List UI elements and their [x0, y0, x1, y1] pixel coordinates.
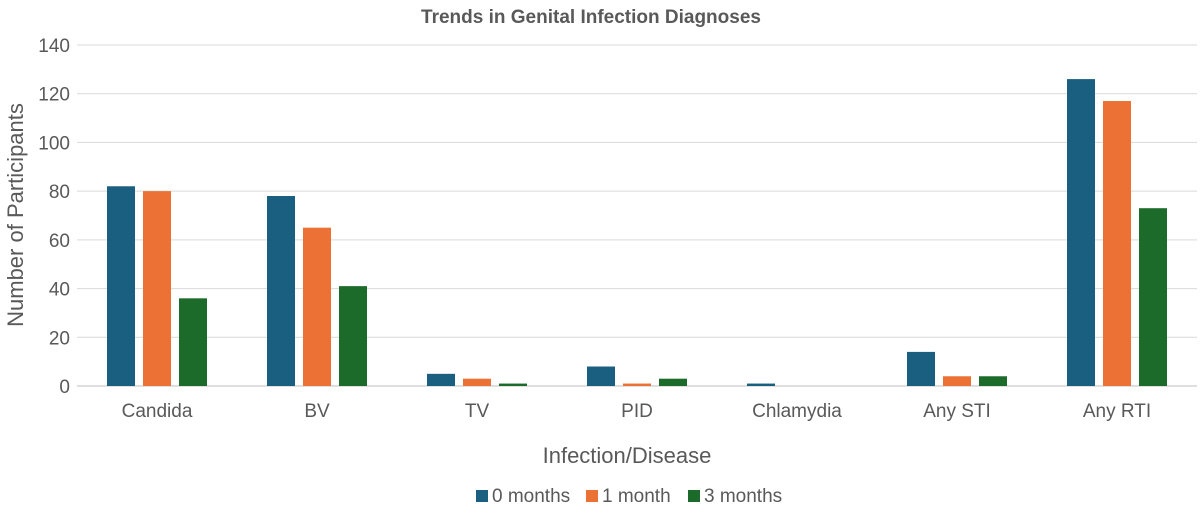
- bar: [427, 373, 455, 386]
- x-tick-label: PID: [621, 401, 653, 422]
- x-tick-label: Candida: [122, 401, 193, 422]
- x-axis-title: Infection/Disease: [543, 443, 712, 468]
- bar: [267, 196, 295, 386]
- bar: [943, 376, 971, 386]
- legend-swatch: [688, 490, 700, 502]
- x-tick-label: TV: [465, 401, 490, 422]
- y-tick-label: 120: [38, 85, 70, 106]
- bar: [303, 227, 331, 386]
- x-tick-label: Any RTI: [1083, 401, 1151, 422]
- x-tick-label: Chlamydia: [752, 401, 842, 422]
- x-axis-ticks: Candida BV TV PID Chlamydia Any STI Any RTI: [122, 401, 1152, 422]
- legend-swatch: [586, 490, 598, 502]
- x-tick-label: BV: [304, 401, 330, 422]
- bar: [179, 298, 207, 386]
- bars: [107, 79, 1167, 387]
- bar: [1103, 101, 1131, 387]
- legend-label: 0 months: [492, 486, 570, 507]
- legend-swatch: [476, 490, 488, 502]
- y-tick-label: 40: [49, 280, 70, 301]
- bar: [747, 383, 775, 386]
- bar: [499, 383, 527, 386]
- y-tick-label: 80: [49, 182, 70, 203]
- bar: [623, 383, 651, 386]
- bar: [907, 351, 935, 386]
- y-tick-label: 140: [38, 36, 70, 57]
- chart-title: Trends in Genital Infection Diagnoses: [421, 7, 761, 28]
- legend: 0 months 1 month 3 months: [476, 486, 782, 507]
- y-tick-label: 0: [59, 377, 70, 398]
- bar: [1139, 208, 1167, 386]
- x-tick-label: Any STI: [923, 401, 991, 422]
- bar: [339, 286, 367, 386]
- y-tick-label: 20: [49, 328, 70, 349]
- gridlines: [77, 44, 1197, 387]
- y-tick-label: 60: [49, 231, 70, 252]
- legend-label: 1 month: [602, 486, 671, 507]
- y-tick-label: 100: [38, 133, 70, 154]
- bar: [143, 191, 171, 386]
- bar: [463, 378, 491, 386]
- legend-label: 3 months: [704, 486, 782, 507]
- y-axis-title: Number of Participants: [3, 103, 28, 327]
- bar: [587, 366, 615, 386]
- y-axis-ticks: 0 20 40 60 80 100 120 140: [38, 36, 70, 398]
- bar: [1067, 79, 1095, 386]
- bar: [107, 186, 135, 386]
- bar: [659, 378, 687, 386]
- bar: [979, 376, 1007, 386]
